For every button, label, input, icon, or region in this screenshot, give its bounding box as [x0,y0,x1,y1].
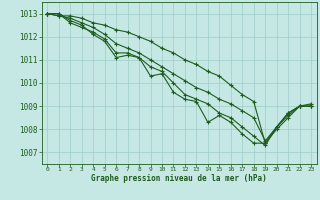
X-axis label: Graphe pression niveau de la mer (hPa): Graphe pression niveau de la mer (hPa) [91,174,267,183]
